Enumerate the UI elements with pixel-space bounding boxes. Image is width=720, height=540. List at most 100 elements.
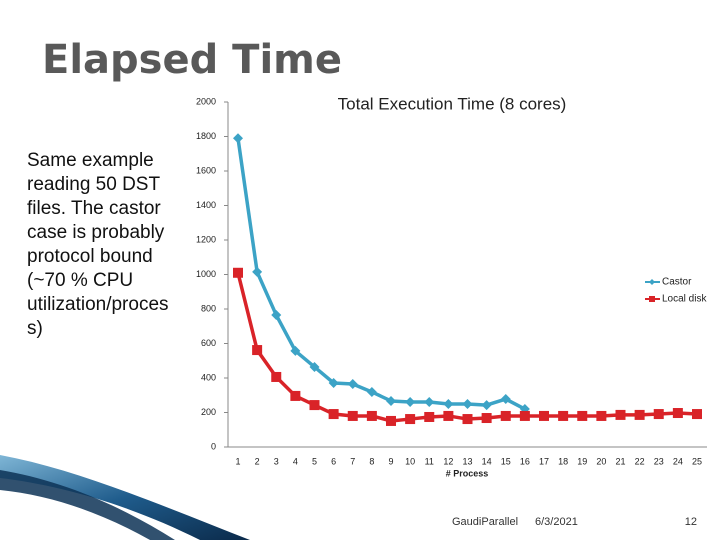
x-tick-label: 8 xyxy=(369,456,374,466)
point xyxy=(672,408,683,419)
body-line: (~70 % CPU xyxy=(27,270,133,291)
body-line: Same example xyxy=(27,150,154,171)
x-tick-label: 24 xyxy=(673,456,683,466)
point xyxy=(309,361,320,372)
legend-marker xyxy=(649,296,655,302)
x-tick-label: 1 xyxy=(235,456,240,466)
x-tick-label: 11 xyxy=(425,456,434,466)
y-tick-label: 1800 xyxy=(196,131,216,141)
x-tick-label: 22 xyxy=(635,456,645,466)
x-tick-label: 15 xyxy=(501,456,511,466)
y-tick-label: 600 xyxy=(201,338,216,348)
point xyxy=(462,399,473,410)
point xyxy=(462,414,473,425)
x-tick-label: 21 xyxy=(615,456,625,466)
body-line: protocol bound xyxy=(27,246,153,267)
point xyxy=(233,133,243,144)
point xyxy=(252,345,263,356)
x-tick-label: 5 xyxy=(312,456,317,466)
slide-title: Elapsed Time xyxy=(42,37,342,83)
footer-left: GaudiParallel xyxy=(452,516,518,528)
y-tick-label: 2000 xyxy=(196,96,216,106)
point xyxy=(271,371,282,382)
body-text: Same example reading 50 DST files. The cas… xyxy=(27,150,169,339)
y-tick-label: 1200 xyxy=(196,234,216,244)
x-tick-label: 13 xyxy=(462,456,472,466)
x-tick-label: 3 xyxy=(274,456,279,466)
point xyxy=(405,396,416,407)
body-line: files. The castor xyxy=(27,198,161,219)
point xyxy=(558,410,569,421)
x-tick-label: 20 xyxy=(596,456,606,466)
point xyxy=(539,410,549,421)
x-tick-label: 6 xyxy=(331,456,336,466)
decor-swoosh xyxy=(0,470,175,540)
point xyxy=(271,310,282,321)
x-tick-label: 18 xyxy=(558,456,568,466)
y-tick-label: 1000 xyxy=(196,269,216,279)
point xyxy=(500,410,511,421)
point xyxy=(634,409,645,420)
x-tick-label: 14 xyxy=(482,456,492,466)
legend-label: Castor xyxy=(662,277,692,288)
x-tick-label: 16 xyxy=(520,456,530,466)
point xyxy=(692,409,702,420)
point xyxy=(347,410,358,421)
point xyxy=(424,411,435,422)
x-tick-label: 9 xyxy=(388,456,393,466)
body-line: s) xyxy=(27,318,43,339)
point xyxy=(481,413,492,424)
y-tick-label: 200 xyxy=(201,407,216,417)
point xyxy=(596,410,607,421)
point xyxy=(481,400,492,411)
legend-marker xyxy=(649,279,655,285)
point xyxy=(290,345,301,356)
point xyxy=(615,409,626,420)
point xyxy=(424,396,435,407)
footer-page: 12 xyxy=(685,516,697,528)
x-tick-label: 17 xyxy=(539,456,549,466)
point xyxy=(519,410,530,421)
body-line: case is probably xyxy=(27,222,165,243)
series-line xyxy=(236,272,698,423)
y-tick-label: 800 xyxy=(201,303,216,313)
point xyxy=(405,414,416,425)
body-line: reading 50 DST xyxy=(27,174,160,195)
body-line: utilization/proces xyxy=(27,294,169,315)
point xyxy=(328,409,339,420)
point xyxy=(252,266,263,277)
x-tick-label: 10 xyxy=(405,456,415,466)
y-tick-label: 1600 xyxy=(196,165,216,175)
x-tick-label: 2 xyxy=(255,456,260,466)
decor-swoosh xyxy=(0,455,250,540)
point xyxy=(290,390,301,401)
point xyxy=(233,267,243,278)
footer-date: 6/3/2021 xyxy=(535,516,578,528)
x-tick-label: 4 xyxy=(293,456,298,466)
point xyxy=(443,399,454,410)
series-line xyxy=(236,137,526,411)
y-tick-label: 0 xyxy=(211,441,216,451)
point xyxy=(366,410,377,421)
x-tick-label: 12 xyxy=(443,456,453,466)
point xyxy=(386,415,396,426)
point xyxy=(309,400,320,411)
x-tick-label: 19 xyxy=(577,456,587,466)
legend-label: Local disk xyxy=(662,294,707,305)
x-axis-label: # Process xyxy=(446,468,489,478)
x-tick-label: 25 xyxy=(692,456,702,466)
x-tick-label: 7 xyxy=(350,456,355,466)
point xyxy=(577,410,588,421)
y-tick-label: 1400 xyxy=(196,200,216,210)
point xyxy=(366,386,377,397)
point xyxy=(328,378,339,389)
point xyxy=(386,395,396,406)
point xyxy=(443,410,454,421)
x-tick-label: 23 xyxy=(654,456,664,466)
chart-title: Total Execution Time (8 cores) xyxy=(338,94,567,113)
y-tick-label: 400 xyxy=(201,372,216,382)
point xyxy=(653,409,664,420)
point xyxy=(347,379,358,390)
point xyxy=(500,394,511,405)
